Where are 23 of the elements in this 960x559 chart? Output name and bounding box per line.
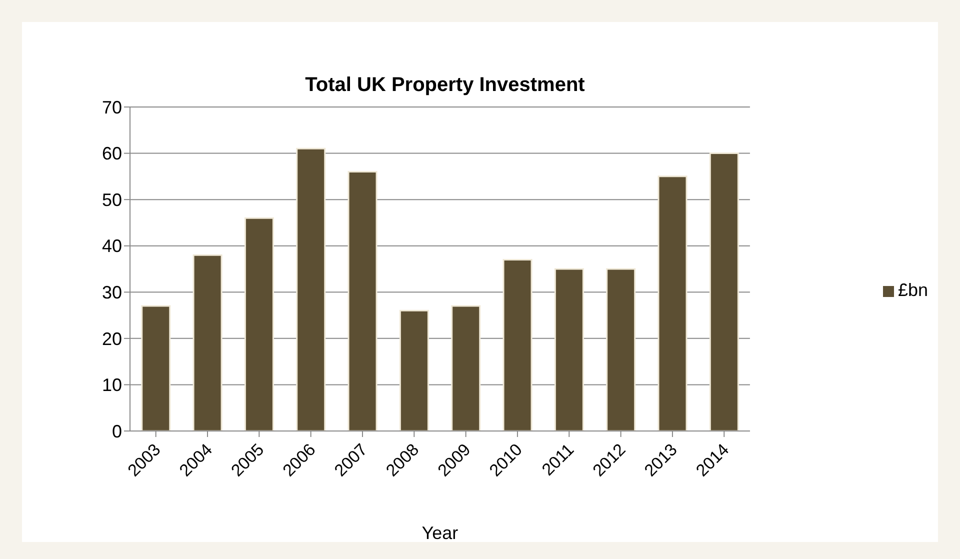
y-tick-label: 70 (102, 97, 122, 118)
bar (141, 305, 171, 431)
bar (192, 254, 222, 431)
y-tick-label: 10 (102, 375, 122, 396)
y-tick-label: 60 (102, 144, 122, 164)
bar (348, 171, 378, 431)
y-tick-label: 30 (102, 282, 122, 303)
bar (296, 148, 326, 431)
bar (451, 305, 481, 431)
legend-label: £bn (898, 280, 928, 300)
bar (399, 310, 429, 431)
bar (244, 217, 274, 431)
bar (554, 268, 584, 431)
y-tick-label: 20 (102, 328, 122, 349)
chart-title: Total UK Property Investment (304, 74, 586, 97)
bar (709, 152, 739, 431)
y-tick-label: 50 (102, 190, 122, 210)
x-axis-title: Year (422, 523, 458, 543)
y-tick-label: 40 (102, 236, 122, 256)
bar (502, 258, 532, 431)
bar (606, 268, 636, 431)
bar (658, 176, 688, 431)
y-tick-label: 0 (112, 421, 122, 442)
